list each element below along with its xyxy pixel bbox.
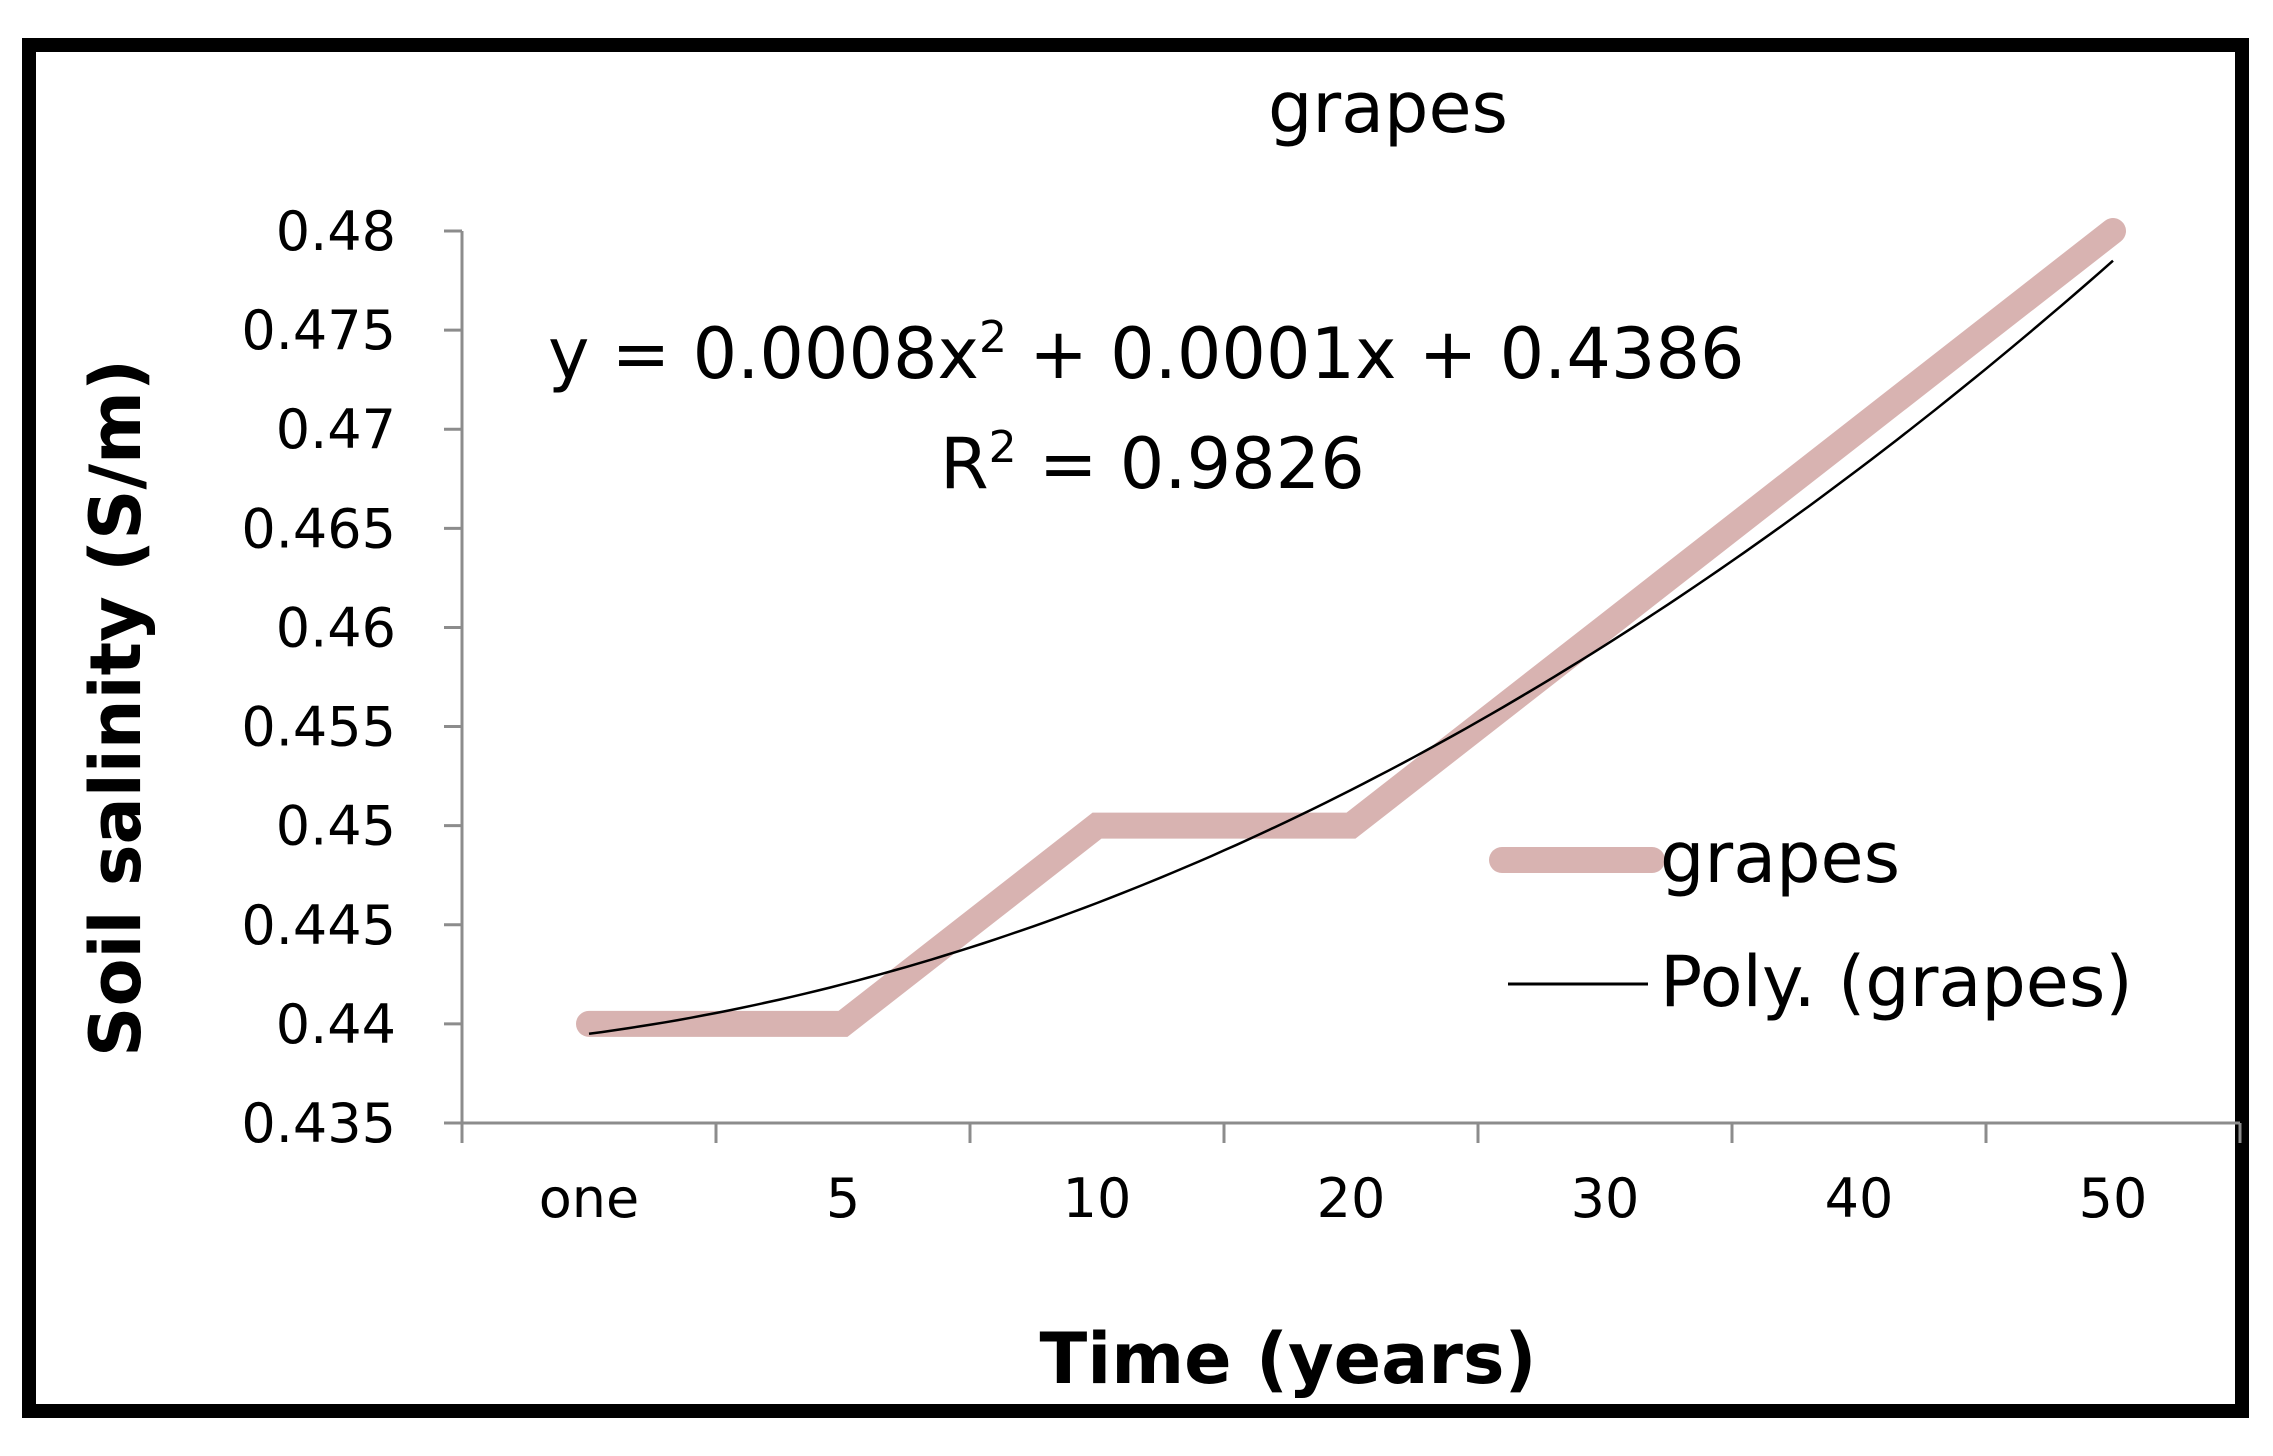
x-tick-label: 20: [1317, 1167, 1386, 1230]
y-tick-label: 0.445: [241, 894, 396, 957]
y-tick-label: 0.435: [241, 1092, 396, 1155]
x-tick-label: one: [539, 1167, 640, 1230]
y-tick-label: 0.47: [276, 398, 396, 461]
trendline-r-squared: R2 = 0.9826: [940, 422, 1365, 505]
y-tick-label: 0.465: [241, 497, 396, 560]
y-tick-label: 0.475: [241, 299, 396, 362]
y-tick-label: 0.48: [276, 200, 396, 263]
legend: grapes Poly. (grapes): [1489, 817, 2133, 1023]
y-axis-title: Soil salinity (S/m): [75, 359, 157, 1057]
x-tick-label: 40: [1825, 1167, 1894, 1230]
x-ticks: one 5 10 20 30 40 50: [460, 1123, 2242, 1230]
legend-label-grapes: grapes: [1660, 817, 1900, 899]
x-tick-label: 5: [826, 1167, 860, 1230]
y-tick-label: 0.44: [276, 993, 396, 1056]
chart-frame: [22, 38, 2249, 1418]
series-layer: [576, 218, 2126, 1037]
trendline-equation: y = 0.0008x2 + 0.0001x + 0.4386: [548, 312, 1745, 395]
series-line-grapes: [576, 218, 2126, 1037]
y-tick-label: 0.46: [276, 596, 396, 659]
trendline-poly: [588, 259, 2114, 1036]
legend-label-poly: Poly. (grapes): [1660, 941, 2133, 1023]
y-ticks: 0.48 0.475 0.47 0.465 0.46 0.455 0.45 0.445 0.44…: [241, 200, 462, 1155]
x-tick-label: 10: [1063, 1167, 1132, 1230]
x-tick-label: 50: [2079, 1167, 2148, 1230]
y-tick-label: 0.45: [276, 795, 396, 858]
y-tick-label: 0.455: [241, 696, 396, 759]
chart-title: grapes: [1268, 67, 1508, 149]
x-tick-label: 30: [1571, 1167, 1640, 1230]
x-axis-title: Time (years): [1039, 1318, 1536, 1400]
axes: [460, 231, 2240, 1125]
